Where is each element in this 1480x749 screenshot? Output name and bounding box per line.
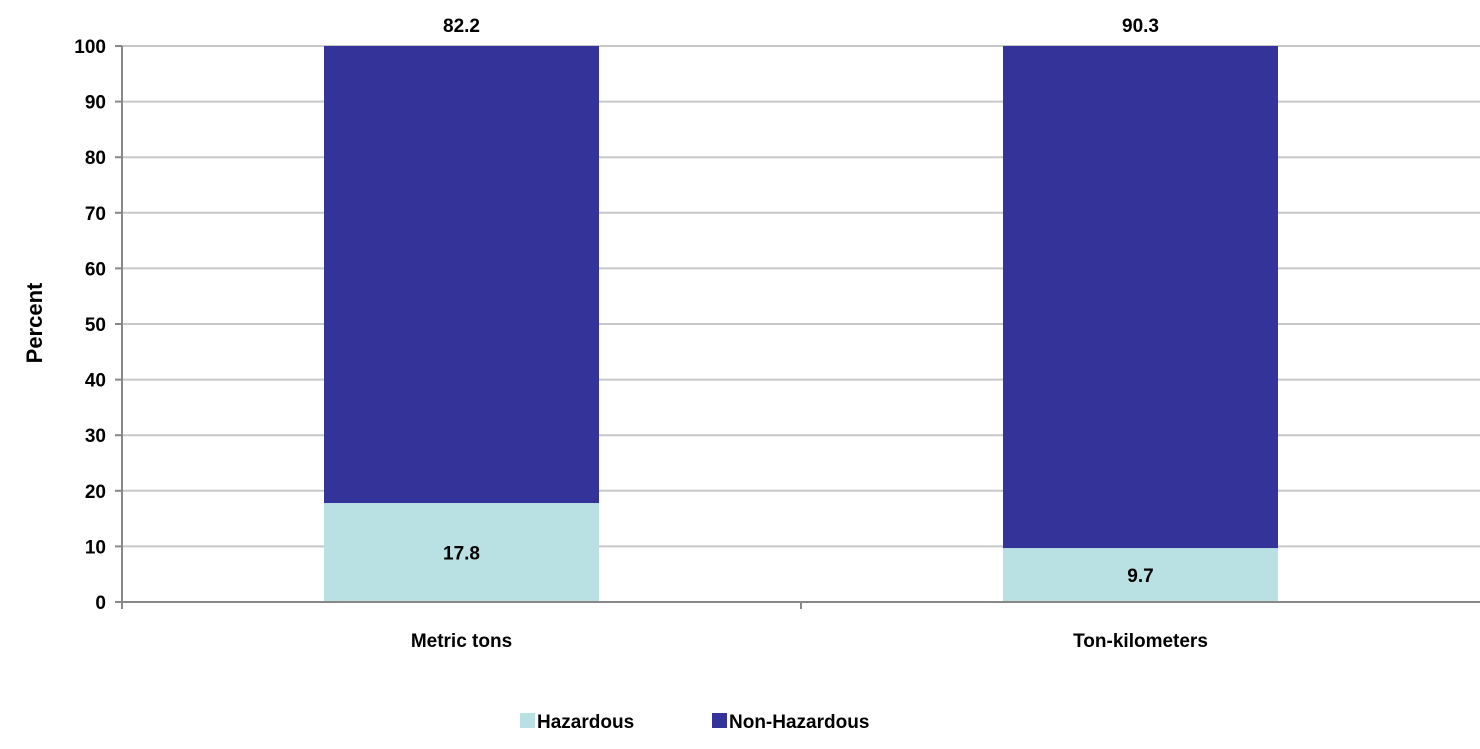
y-tick-label: 90 (85, 93, 106, 114)
y-tick-label: 40 (85, 371, 106, 392)
bars (324, 46, 1278, 602)
legend-swatch (520, 713, 535, 728)
bar-hazardous (324, 503, 599, 602)
x-category-label: Ton-kilometers (1073, 631, 1208, 652)
axes (115, 45, 1480, 609)
legend-label: Hazardous (537, 712, 634, 733)
y-tick-label: 0 (95, 593, 106, 614)
y-tick-label: 30 (85, 426, 106, 447)
legend-swatch (712, 713, 727, 728)
data-label: 90.3 (1122, 16, 1159, 37)
y-tick-label: 50 (85, 315, 106, 336)
bar-non-hazardous (1003, 46, 1278, 549)
data-label: 9.7 (1127, 566, 1153, 587)
y-axis-title: Percent (22, 282, 47, 363)
y-tick-label: 10 (85, 537, 106, 558)
y-tick-label: 20 (85, 482, 106, 503)
labels: 0 10 20 30 40 50 60 70 80 90 100 17.8 82.2 Metric ton… (74, 16, 1208, 652)
legend-label: Non-Hazardous (729, 712, 869, 733)
bar-hazardous (1003, 548, 1278, 602)
x-category-label: Metric tons (411, 631, 512, 652)
bar-non-hazardous (324, 46, 599, 504)
data-label: 82.2 (443, 16, 480, 37)
y-tick-label: 60 (85, 259, 106, 280)
legend: Hazardous Non-Hazardous (520, 712, 869, 733)
y-tick-label: 100 (74, 37, 106, 58)
data-label: 17.8 (443, 544, 480, 565)
y-tick-label: 70 (85, 204, 106, 225)
y-tick-label: 80 (85, 148, 106, 169)
